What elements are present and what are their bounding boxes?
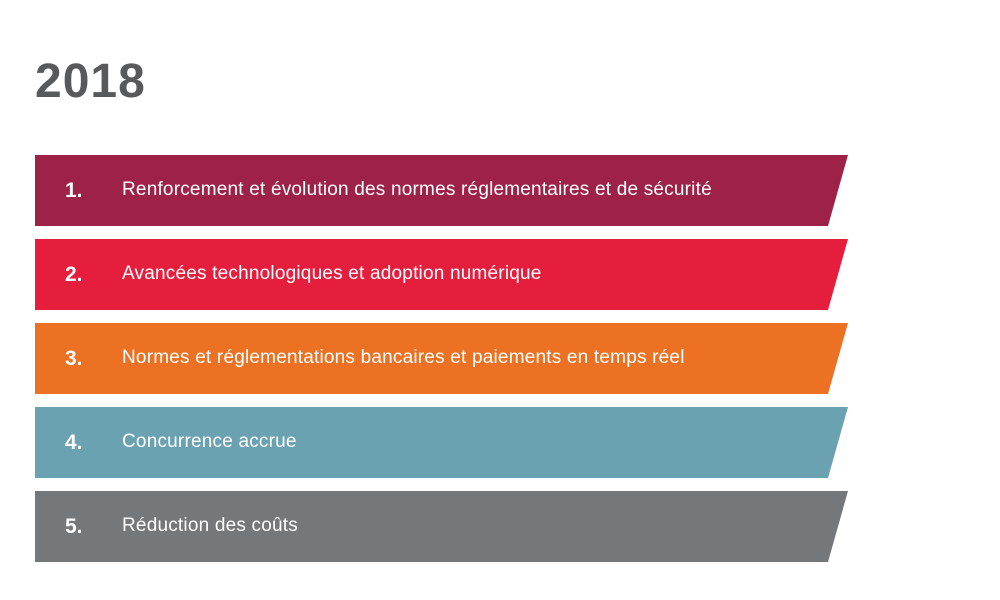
list-item-number: 4. bbox=[65, 431, 83, 454]
list-item-label: Concurrence accrue bbox=[122, 431, 297, 453]
list-item-4: 4. Concurrence accrue bbox=[35, 407, 848, 478]
list-item-label: Renforcement et évolution des normes rég… bbox=[122, 179, 712, 201]
list-item-number: 5. bbox=[65, 515, 83, 538]
list-item-5: 5. Réduction des coûts bbox=[35, 491, 848, 562]
list-item-2: 2. Avancées technologiques et adoption n… bbox=[35, 239, 848, 310]
list-item-number: 1. bbox=[65, 179, 83, 202]
list-item-1: 1. Renforcement et évolution des normes … bbox=[35, 155, 848, 226]
list-item-3: 3. Normes et réglementations bancaires e… bbox=[35, 323, 848, 394]
list-item-number: 3. bbox=[65, 347, 83, 370]
list-item-label: Réduction des coûts bbox=[122, 515, 298, 537]
list-item-number: 2. bbox=[65, 263, 83, 286]
list-item-label: Normes et réglementations bancaires et p… bbox=[122, 347, 685, 369]
list-item-label: Avancées technologiques et adoption numé… bbox=[122, 263, 542, 285]
page-title: 2018 bbox=[35, 55, 146, 108]
numbered-bar-list: 1. Renforcement et évolution des normes … bbox=[35, 155, 848, 575]
